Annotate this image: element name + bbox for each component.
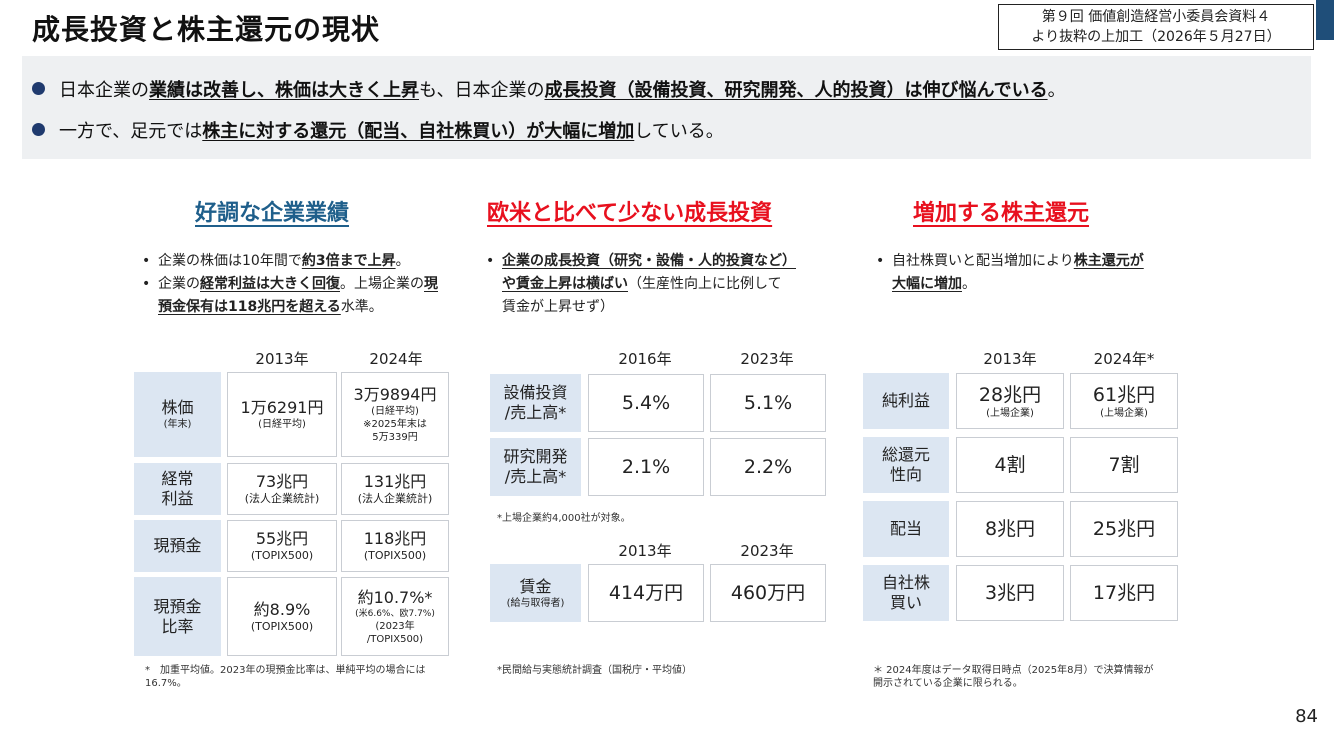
row-label-net-income: 純利益 [863,373,949,429]
col3-footnote: ＊ 2024年度はデータ取得日時点（2025年8月）で決算情報が 開示されている企… [873,665,1154,689]
col3-heading: 増加する株主還元 [913,201,1090,226]
year-label: 2023年 [740,542,794,560]
table-cell: 17兆円 [1070,565,1178,621]
row-label-cash: 現預金 [134,520,221,572]
list-item: 企業の成長投資（研究・設備・人的投資など）や賃金上昇は横ばい（生産性向上に比例し… [482,250,832,319]
table-cell: 4割 [956,437,1064,493]
row-label-ordinary-profit: 経常 利益 [134,463,221,515]
year-label: 2013年 [255,350,309,368]
col2-note-a: *上場企業約4,000社が対象。 [497,513,631,524]
source-box: 第９回 価値創造経営小委員会資料４ より抜粋の上加工（2026年５月27日） [998,4,1314,50]
table-cell: 8兆円 [956,501,1064,557]
table-cell: 約8.9% (TOPIX500) [227,577,337,656]
corner-tab [1316,0,1334,40]
table-cell: 131兆円 (法人企業統計) [341,463,449,515]
row-label-rnd: 研究開発/売上高* [490,438,581,496]
summary-text: も、日本企業の [419,80,545,101]
col1-bullets: 企業の株価は10年間で約3倍まで上昇。 企業の経常利益は大きく回復。上場企業の現… [138,250,448,319]
summary-text: 一方で、足元では [59,121,203,142]
list-item: 企業の株価は10年間で約3倍まで上昇。 [138,250,448,273]
table-cell: 25兆円 [1070,501,1178,557]
row-label-payout-ratio: 総還元 性向 [863,437,949,493]
table-cell: 7割 [1070,437,1178,493]
summary-line-2: 一方で、足元では株主に対する還元（配当、自社株買い）が大幅に増加している。 [32,117,724,143]
col2-bullets: 企業の成長投資（研究・設備・人的投資など）や賃金上昇は横ばい（生産性向上に比例し… [482,250,832,319]
row-label-stock-price: 株価 (年末) [134,372,221,457]
summary-box: 日本企業の業績は改善し、株価は大きく上昇も、日本企業の成長投資（設備投資、研究開… [22,56,1311,159]
year-label: 2023年 [740,350,794,368]
table-cell: 2.1% [588,438,704,496]
year-label: 2024年* [1093,350,1155,368]
year-label: 2013年 [983,350,1037,368]
summary-emphasis: 成長投資（設備投資、研究開発、人的投資）は伸び悩んでいる [544,80,1048,101]
col2-heading: 欧米と比べて少ない成長投資 [487,201,773,226]
summary-emphasis: 業績は改善し、株価は大きく上昇 [149,80,419,101]
col1-footnote: * 加重平均値。2023年の現預金比率は、単純平均の場合には 16.7%。 [145,665,426,689]
row-label-dividend: 配当 [863,501,949,557]
table-cell: 5.1% [710,374,826,432]
table-cell: 約10.7%* (米6.6%、欧7.7%) (2023年/TOPIX500) [341,577,449,656]
table-cell: 3兆円 [956,565,1064,621]
list-item: 企業の経常利益は大きく回復。上場企業の現預金保有は118兆円を超える水準。 [138,273,448,319]
table-cell: 28兆円 (上場企業) [956,373,1064,429]
year-label: 2016年 [618,350,672,368]
table-cell: 55兆円 (TOPIX500) [227,520,337,572]
year-label: 2024年 [369,350,423,368]
table-cell: 3万9894円 (日経平均) ※2025年末は 5万339円 [341,372,449,457]
summary-text: している。 [634,121,724,142]
table-cell: 414万円 [588,564,704,622]
table-cell: 5.4% [588,374,704,432]
table-cell: 2.2% [710,438,826,496]
page-number: 84 [1295,706,1318,727]
summary-text: 。 [1047,80,1066,101]
col2-note-b: *民間給与実態統計調査（国税庁・平均値） [497,665,692,676]
summary-line-1: 日本企業の業績は改善し、株価は大きく上昇も、日本企業の成長投資（設備投資、研究開… [32,76,1066,102]
bullet-dot-icon [32,123,45,136]
col1-heading: 好調な企業業績 [195,201,350,226]
table-cell: 73兆円 (法人企業統計) [227,463,337,515]
page-title: 成長投資と株主還元の現状 [32,13,381,46]
table-cell: 118兆円 (TOPIX500) [341,520,449,572]
summary-emphasis: 株主に対する還元（配当、自社株買い）が大幅に増加 [202,121,635,142]
row-label-wage: 賃金 (給与取得者) [490,564,581,622]
summary-text: 日本企業の [59,80,149,101]
table-cell: 1万6291円 (日経平均) [227,372,337,457]
row-label-capex: 設備投資/売上高* [490,374,581,432]
year-label: 2013年 [618,542,672,560]
table-cell: 460万円 [710,564,826,622]
bullet-dot-icon [32,82,45,95]
row-label-cash-ratio: 現預金 比率 [134,577,221,656]
source-line2: より抜粋の上加工（2026年５月27日） [1031,29,1281,45]
row-label-buyback: 自社株 買い [863,565,949,621]
source-line1: 第９回 価値創造経営小委員会資料４ [1041,9,1271,25]
table-cell: 61兆円 (上場企業) [1070,373,1178,429]
